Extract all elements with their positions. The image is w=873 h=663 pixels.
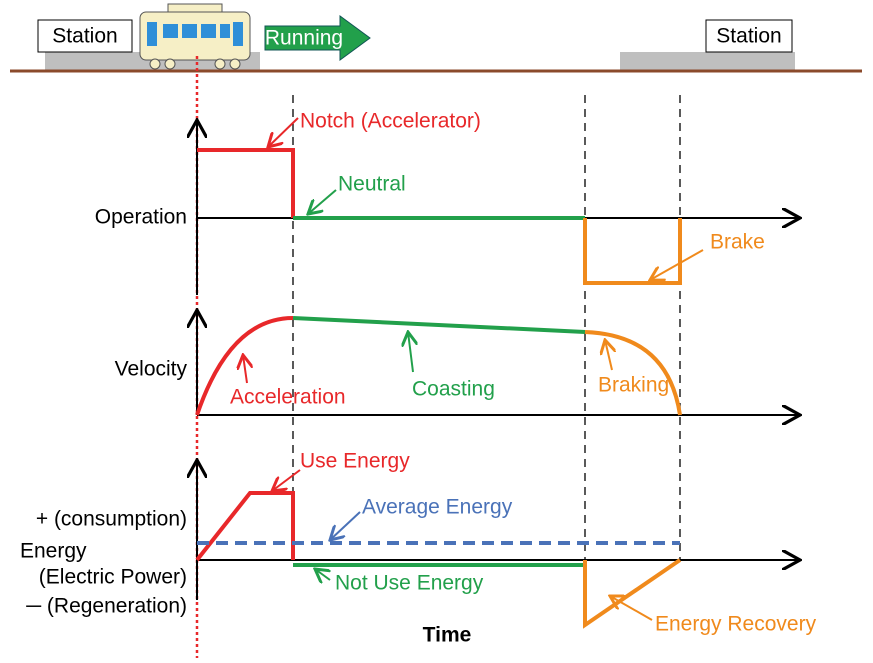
label: Neutral bbox=[338, 173, 406, 196]
axis-label: + (consumption) bbox=[36, 508, 187, 531]
axis-label: Energy bbox=[20, 540, 87, 563]
axis-label: ─ (Regeneration) bbox=[25, 595, 187, 618]
running: Running bbox=[265, 27, 343, 50]
x-axis-label: Time bbox=[423, 624, 472, 647]
axis-label: Velocity bbox=[115, 358, 188, 381]
label: Brake bbox=[710, 231, 765, 254]
label: Average Energy bbox=[362, 496, 513, 519]
label: Coasting bbox=[412, 378, 495, 401]
label: Not Use Energy bbox=[335, 572, 484, 595]
axis-label: Operation bbox=[95, 206, 187, 229]
station: Station bbox=[52, 25, 117, 48]
label: Braking bbox=[598, 374, 669, 397]
label: Use Energy bbox=[300, 450, 410, 473]
axis-label: (Electric Power) bbox=[39, 566, 187, 589]
labels: Station Running Station Operation Notch … bbox=[20, 25, 817, 647]
label: Acceleration bbox=[230, 386, 346, 409]
label: Energy Recovery bbox=[655, 613, 817, 636]
station: Station bbox=[716, 25, 781, 48]
label: Notch (Accelerator) bbox=[300, 110, 481, 133]
scene bbox=[10, 3, 862, 658]
